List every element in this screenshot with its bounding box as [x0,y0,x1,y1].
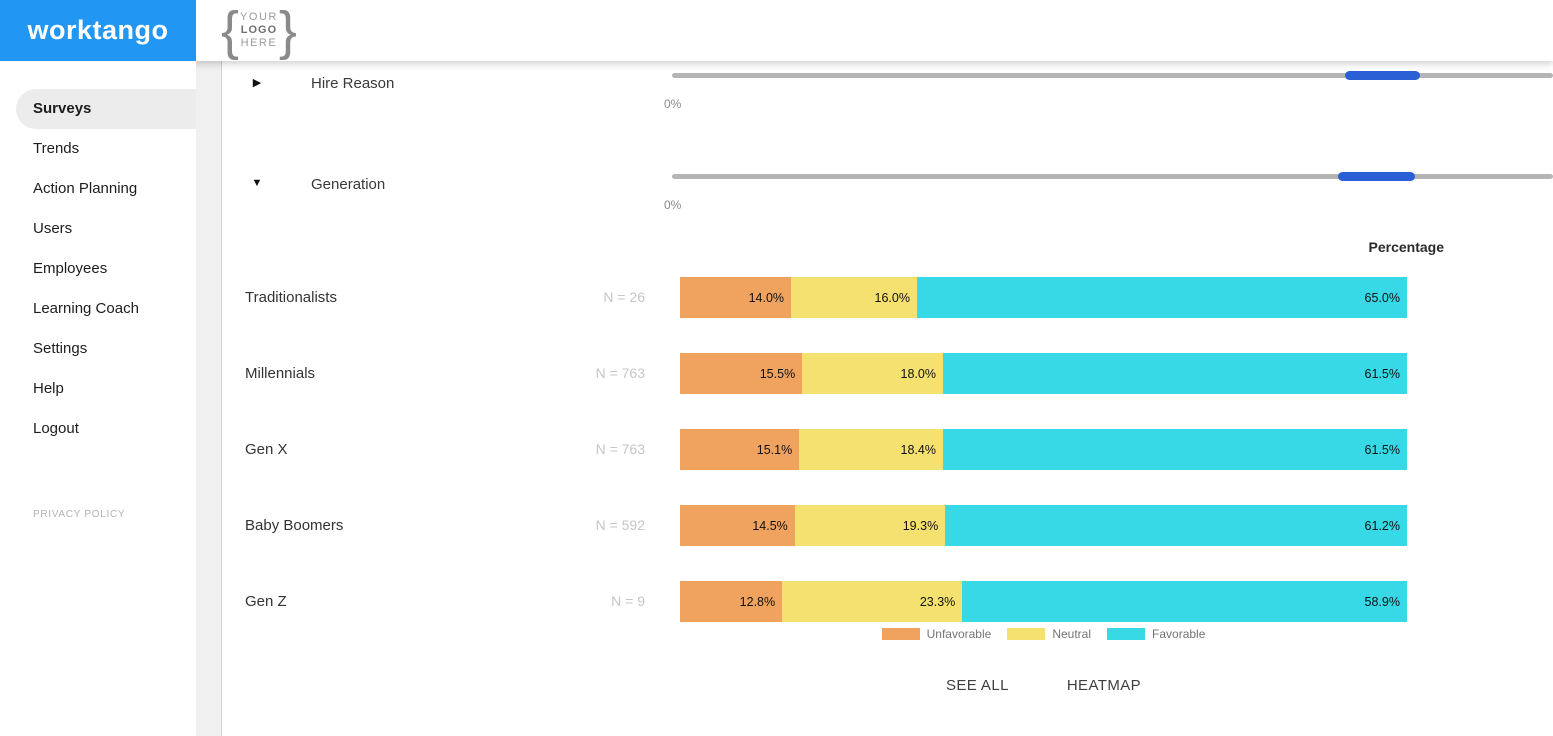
segment-value-label: 12.8% [739,594,776,609]
scrollbar-track[interactable] [672,174,1553,179]
segment-value-label: 15.1% [756,442,793,457]
sample-size-label: N = 26 [603,289,645,305]
sidebar-item-settings[interactable]: Settings [33,340,88,357]
segment-value-label: 61.2% [1364,518,1400,533]
filter-label-hire-reason: Hire Reason [311,75,395,92]
category-label: Traditionalists [245,289,337,306]
chart-row-gen-x: Gen X N = 763 15.1% 18.4% 61.5% [222,429,1553,470]
bar-segment-neutral: 18.0% [802,353,943,394]
scrollbar-track[interactable] [672,73,1553,78]
chevron-right-icon[interactable]: ▶ [252,77,262,89]
sidebar-nav: Surveys Trends Action Planning Users Emp… [0,61,196,449]
neutral-swatch-icon [1007,628,1046,640]
bar-segment-unfavorable: 15.5% [680,353,803,394]
legend-label: Neutral [1052,627,1092,641]
sample-size-label: N = 592 [595,517,645,533]
sidebar: Surveys Trends Action Planning Users Emp… [0,61,196,736]
unfavorable-swatch-icon [881,628,920,640]
sidebar-rail [196,61,221,736]
bar-segment-unfavorable: 14.5% [680,505,795,546]
category-label: Gen Z [245,593,287,610]
segment-value-label: 18.4% [900,442,936,457]
bar-segment-neutral: 23.3% [782,581,963,622]
legend-item-neutral: Neutral [1007,627,1091,641]
bar-segment-favorable: 58.9% [962,581,1407,622]
see-all-button[interactable]: SEE ALL [942,671,1013,700]
logo-line-3: HERE [240,37,278,49]
logo-line-1: YOUR [240,11,278,23]
scrollbar-thumb[interactable] [1345,71,1420,80]
segment-value-label: 14.5% [752,518,788,533]
sidebar-item-employees[interactable]: Employees [33,260,108,277]
sidebar-item-users[interactable]: Users [33,220,73,237]
stacked-bar: 14.0% 16.0% 65.0% [680,277,1407,318]
segment-value-label: 14.0% [748,290,785,305]
chart-row-gen-z: Gen Z N = 9 12.8% 23.3% 58.9% [222,581,1553,622]
hire-reason-scrollbar[interactable] [672,71,1553,80]
legend-item-favorable: Favorable [1107,627,1205,641]
favorable-swatch-icon [1107,628,1146,640]
bar-segment-unfavorable: 14.0% [680,277,792,318]
generation-scrollbar[interactable] [672,172,1553,181]
segment-value-label: 61.5% [1364,442,1400,457]
filter-label-generation: Generation [311,176,386,193]
bar-segment-favorable: 61.2% [945,505,1407,546]
bar-segment-favorable: 65.0% [916,277,1407,318]
chevron-down-icon[interactable]: ▼ [251,177,263,189]
bar-segment-favorable: 61.5% [942,353,1407,394]
content-divider [221,61,222,736]
stacked-bar: 14.5% 19.3% 61.2% [680,505,1407,546]
chart-actions: SEE ALL HEATMAP [680,671,1407,700]
percentage-column-header: Percentage [1368,239,1444,255]
customer-logo-placeholder: { YOUR LOGO HERE } [221,0,297,61]
segment-value-label: 23.3% [919,594,956,609]
sample-size-label: N = 763 [595,441,645,457]
segment-value-label: 19.3% [902,518,939,533]
sidebar-item-surveys[interactable]: Surveys [16,89,196,129]
bar-segment-unfavorable: 15.1% [680,429,800,470]
hire-reason-scroll-value: 0% [664,97,682,111]
segment-value-label: 16.0% [874,290,910,305]
bar-segment-favorable: 61.5% [942,429,1407,470]
brace-right-icon: } [278,0,297,61]
sample-size-label: N = 9 [611,593,645,609]
generation-scroll-value: 0% [664,198,682,212]
legend-label: Unfavorable [926,627,992,641]
sample-size-label: N = 763 [595,365,645,381]
heatmap-button[interactable]: HEATMAP [1063,671,1145,700]
privacy-policy-link[interactable]: PRIVACY POLICY [33,509,126,520]
segment-value-label: 15.5% [759,366,796,381]
segment-value-label: 61.5% [1364,366,1400,381]
category-label: Millennials [245,365,316,382]
chart-legend: Unfavorable Neutral Favorable [680,627,1407,641]
chart-row-traditionalists: Traditionalists N = 26 14.0% 16.0% 65.0% [222,277,1553,318]
segment-value-label: 58.9% [1364,594,1400,609]
segment-value-label: 65.0% [1364,290,1400,305]
category-label: Gen X [245,441,288,458]
bar-segment-unfavorable: 12.8% [680,581,783,622]
chart-row-millennials: Millennials N = 763 15.5% 18.0% 61.5% [222,353,1553,394]
sidebar-item-action-planning[interactable]: Action Planning [33,180,138,197]
segment-value-label: 18.0% [900,366,936,381]
chart-row-baby-boomers: Baby Boomers N = 592 14.5% 19.3% 61.2% [222,505,1553,546]
main-content: ▶ Hire Reason 0% ▼ Generation 0% Percent… [222,61,1553,736]
bar-segment-neutral: 19.3% [794,505,946,546]
worktango-logo[interactable]: worktango [0,0,196,61]
stacked-bar: 15.1% 18.4% 61.5% [680,429,1407,470]
sidebar-item-trends[interactable]: Trends [33,140,80,157]
sidebar-item-help[interactable]: Help [33,380,64,397]
scrollbar-thumb[interactable] [1338,172,1415,181]
logo-line-2: LOGO [240,24,278,36]
stacked-bar: 12.8% 23.3% 58.9% [680,581,1407,622]
legend-label: Favorable [1152,627,1206,641]
legend-item-unfavorable: Unfavorable [881,627,992,641]
sidebar-item-learning-coach[interactable]: Learning Coach [33,300,139,317]
category-label: Baby Boomers [245,517,344,534]
sidebar-item-logout[interactable]: Logout [33,420,79,437]
brace-left-icon: { [221,0,240,61]
bar-segment-neutral: 16.0% [791,277,917,318]
top-header: worktango { YOUR LOGO HERE } [0,0,1553,61]
bar-segment-neutral: 18.4% [799,429,943,470]
stacked-bar: 15.5% 18.0% 61.5% [680,353,1407,394]
